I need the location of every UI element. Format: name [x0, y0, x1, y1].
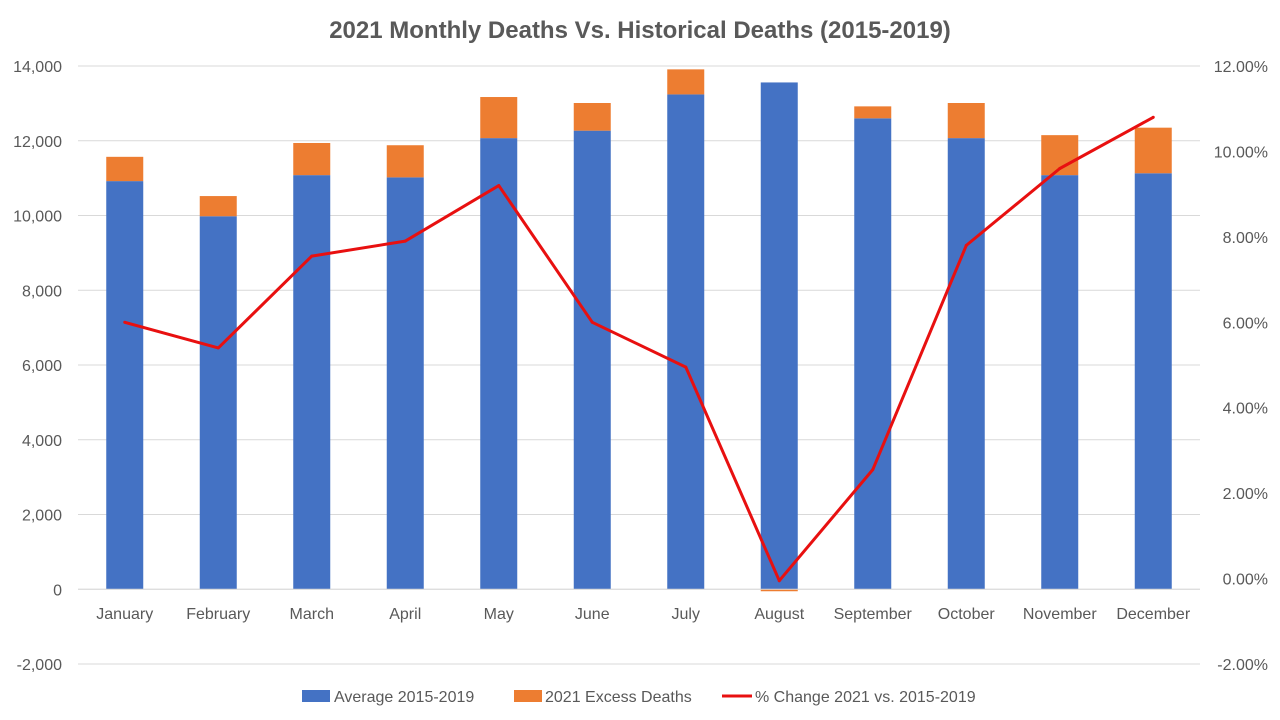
category-axis: January February March April May June July Augu…: [78, 588, 1200, 623]
left-tick-label: 0: [53, 582, 62, 599]
bar-2021-excess-deaths: [854, 106, 892, 119]
category-label: September: [834, 606, 913, 623]
bar-2021-excess-deaths: [573, 103, 611, 131]
bar-average-2015-2019: [480, 138, 518, 590]
right-tick-label: -2.00%: [1217, 657, 1268, 674]
category-label: December: [1116, 606, 1190, 623]
bar-average-2015-2019: [573, 130, 611, 590]
bar-2021-excess-deaths: [293, 142, 331, 176]
bar-2021-excess-deaths: [386, 145, 424, 178]
legend-label-excess: 2021 Excess Deaths: [545, 689, 692, 706]
bar-2021-excess-deaths: [199, 196, 237, 217]
right-tick-label: 10.00%: [1214, 144, 1268, 161]
bar-average-2015-2019: [760, 82, 798, 590]
right-tick-label: 0.00%: [1223, 572, 1268, 589]
right-tick-label: 8.00%: [1223, 230, 1268, 247]
left-tick-label: -2,000: [17, 657, 62, 674]
percent-change-point: [403, 239, 407, 243]
legend-label-average: Average 2015-2019: [334, 689, 474, 706]
percent-change-point: [590, 320, 594, 324]
legend-swatch-average: [302, 690, 330, 702]
right-tick-label: 4.00%: [1223, 401, 1268, 418]
chart-title: 2021 Monthly Deaths Vs. Historical Death…: [329, 17, 951, 44]
right-axis: -2.00% 0.00% 2.00% 4.00% 6.00% 8.00% 10.00% 12.…: [1214, 59, 1268, 674]
percent-change-point: [310, 254, 314, 258]
percent-change-line: [124, 115, 1155, 583]
percent-change-point: [871, 468, 875, 472]
bar-2021-excess-deaths: [947, 103, 985, 139]
bar-average-2015-2019: [199, 216, 237, 590]
bar-average-2015-2019: [1134, 173, 1172, 590]
category-label: August: [754, 606, 804, 623]
percent-change-point: [216, 346, 220, 350]
left-tick-label: 10,000: [13, 209, 62, 226]
percent-change-point: [684, 365, 688, 369]
bar-average-2015-2019: [1041, 175, 1079, 590]
percent-change-point: [123, 320, 127, 324]
bars: [106, 69, 1172, 592]
bar-average-2015-2019: [667, 94, 705, 590]
legend: Average 2015-2019 2021 Excess Deaths % Cha…: [302, 689, 976, 706]
percent-change-line-layer: [123, 115, 1155, 583]
left-tick-label: 2,000: [22, 508, 62, 525]
category-label: February: [186, 606, 250, 623]
percent-change-point: [1151, 115, 1155, 119]
right-tick-label: 2.00%: [1223, 486, 1268, 503]
left-axis: -2,000 0 2,000 4,000 6,000 8,000 10,000 12,000 1…: [13, 59, 62, 674]
left-tick-label: 12,000: [13, 134, 62, 151]
category-label: July: [672, 606, 700, 623]
bar-average-2015-2019: [293, 175, 331, 590]
bar-average-2015-2019: [947, 138, 985, 590]
left-tick-label: 6,000: [22, 358, 62, 375]
bar-2021-excess-deaths: [760, 589, 798, 592]
gridlines: [78, 65, 1200, 665]
right-tick-label: 6.00%: [1223, 315, 1268, 332]
percent-change-point: [964, 243, 968, 247]
category-label: May: [484, 606, 514, 623]
category-label: November: [1023, 606, 1097, 623]
left-tick-label: 14,000: [13, 59, 62, 76]
bar-average-2015-2019: [106, 181, 144, 590]
legend-label-percent-change: % Change 2021 vs. 2015-2019: [755, 689, 976, 706]
bar-2021-excess-deaths: [106, 156, 144, 182]
left-tick-label: 4,000: [22, 433, 62, 450]
category-label: April: [389, 606, 421, 623]
category-label: January: [96, 606, 153, 623]
legend-swatch-excess: [514, 690, 542, 702]
percent-change-point: [497, 184, 501, 188]
bar-2021-excess-deaths: [1134, 127, 1172, 174]
category-label: June: [575, 606, 610, 623]
bar-average-2015-2019: [386, 177, 424, 590]
bar-average-2015-2019: [854, 118, 892, 590]
percent-change-point: [777, 579, 781, 583]
category-label: March: [290, 606, 334, 623]
left-tick-label: 8,000: [22, 283, 62, 300]
category-label: October: [938, 606, 996, 623]
percent-change-point: [1058, 167, 1062, 171]
bar-2021-excess-deaths: [480, 97, 518, 139]
bar-2021-excess-deaths: [667, 69, 705, 95]
right-tick-label: 12.00%: [1214, 59, 1268, 76]
